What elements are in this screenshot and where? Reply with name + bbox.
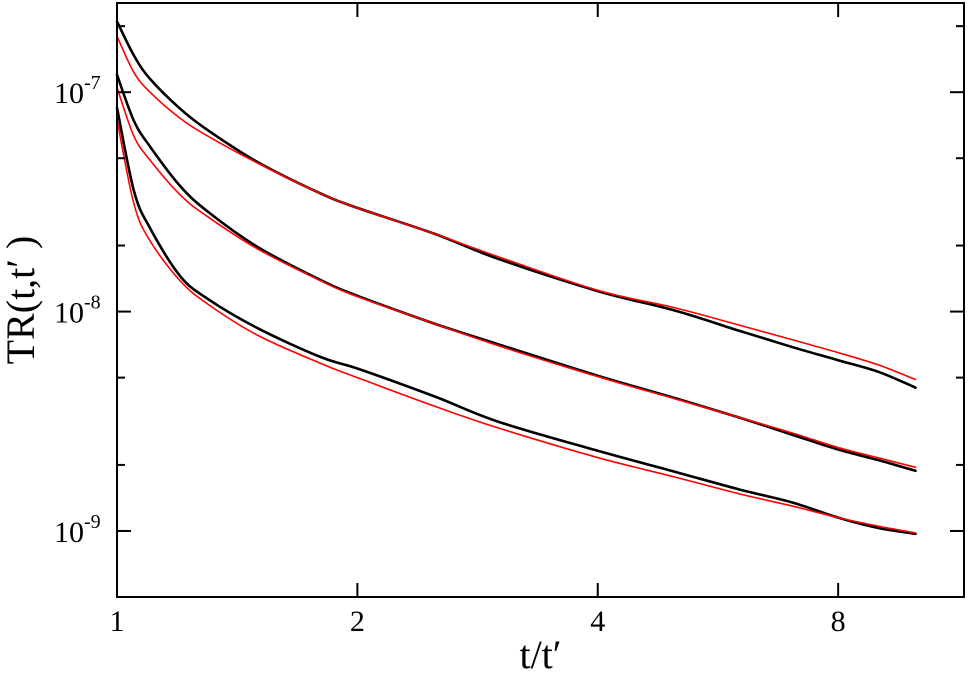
x-axis-label: t/t′ (519, 632, 561, 674)
x-tick-label: 8 (831, 605, 846, 638)
tick-layer: 1 2 4 8 10-9 10-8 10-7 (54, 3, 964, 638)
y-tick-exponent: -8 (84, 292, 101, 314)
y-tick-label: 10-7 (54, 72, 101, 110)
fit-line-6 (116, 118, 917, 534)
x-tick-label: 2 (350, 605, 365, 638)
y-tick-exponent: -7 (84, 72, 101, 94)
data-line-3 (115, 106, 917, 536)
x-tick-label: 4 (590, 605, 605, 638)
y-tick-exponent: -9 (84, 511, 101, 533)
data-line-2 (115, 73, 917, 473)
data-line-1 (115, 20, 917, 389)
fit-line-5 (116, 86, 917, 469)
x-tick-label: 1 (110, 605, 125, 638)
plot-frame (116, 2, 965, 598)
series-layer (115, 20, 917, 536)
y-axis-label: TR(t,t′ ) (0, 236, 43, 365)
fit-line-4 (116, 35, 917, 381)
y-tick-label: 10-8 (54, 292, 101, 330)
y-tick-label: 10-9 (54, 511, 101, 549)
